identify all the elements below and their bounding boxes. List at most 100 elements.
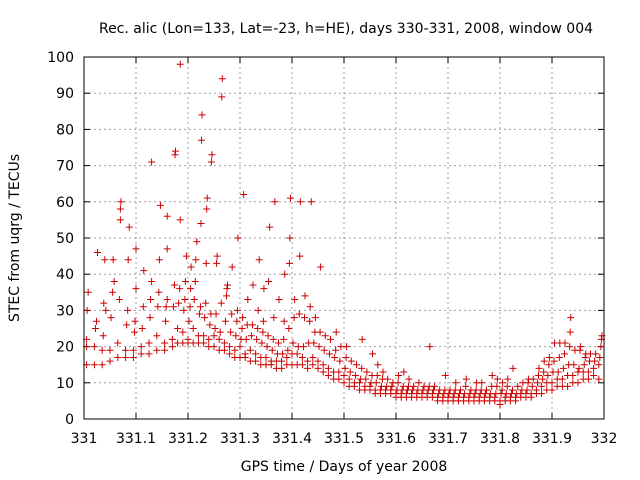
y-tick-label: 20 (56, 340, 74, 356)
data-point-marker (259, 328, 267, 336)
data-point-marker (410, 382, 418, 390)
data-point-marker (284, 346, 292, 354)
data-point-marker (169, 303, 177, 311)
data-point-marker (504, 375, 512, 383)
data-point-marker (195, 310, 203, 318)
data-point-marker (202, 299, 210, 307)
data-point-marker (156, 201, 164, 209)
data-point-marker (153, 332, 161, 340)
data-point-marker (180, 306, 188, 314)
data-point-marker (336, 357, 344, 365)
chart-title: Rec. alic (Lon=133, Lat=-23, h=HE), days… (99, 21, 593, 37)
y-tick-label: 40 (56, 267, 74, 283)
data-point-marker (98, 361, 106, 369)
x-tick-label: 331.6 (376, 431, 416, 447)
y-tick-labels: 0 10 20 30 40 50 60 70 80 90 100 (47, 50, 74, 428)
data-point-marker (192, 256, 200, 264)
data-point-marker (415, 379, 423, 387)
data-point-marker (358, 335, 366, 343)
data-point-marker (181, 296, 189, 304)
data-point-marker (345, 375, 353, 383)
data-point-marker (509, 364, 517, 372)
data-point-marker (162, 317, 170, 325)
data-point-marker (538, 382, 546, 390)
data-point-marker (109, 288, 117, 296)
grid-lines (84, 57, 604, 419)
data-point-marker (379, 368, 387, 376)
data-point-marker (242, 335, 250, 343)
data-point-marker (168, 335, 176, 343)
y-tick-label: 60 (56, 195, 74, 211)
data-point-marker (555, 353, 563, 361)
data-point-marker (155, 256, 163, 264)
data-point-marker (185, 317, 193, 325)
data-point-marker (244, 296, 252, 304)
data-point-marker (534, 372, 542, 380)
data-point-marker (233, 317, 241, 325)
data-point-marker (171, 151, 179, 159)
data-point-marker (145, 339, 153, 347)
data-point-marker (540, 368, 548, 376)
data-point-marker (189, 325, 197, 332)
data-point-marker (296, 198, 304, 206)
data-point-marker (110, 277, 118, 285)
data-point-marker (491, 393, 499, 401)
data-point-marker (332, 346, 340, 354)
data-point-marker (263, 343, 271, 351)
y-tick-label: 80 (56, 122, 74, 138)
data-point-marker (529, 375, 537, 383)
data-point-marker (309, 361, 317, 369)
data-point-marker (301, 292, 309, 300)
data-point-marker (298, 361, 306, 369)
data-point-marker (514, 382, 522, 390)
data-point-marker (596, 353, 604, 361)
data-point-marker (535, 364, 543, 372)
data-point-marker (351, 372, 359, 380)
data-point-marker (384, 375, 392, 383)
data-point-marker (595, 375, 603, 383)
data-point-marker (213, 252, 221, 260)
data-point-marker (400, 368, 408, 376)
data-point-marker (523, 386, 531, 394)
data-point-marker (179, 328, 187, 336)
data-point-marker (247, 332, 255, 340)
data-point-marker (252, 350, 260, 358)
data-point-marker (548, 386, 556, 394)
data-point-marker (366, 382, 374, 390)
data-point-marker (550, 357, 558, 365)
data-point-marker (137, 350, 145, 358)
data-point-marker (331, 353, 339, 361)
data-point-marker (147, 296, 155, 304)
x-tick-label: 331.3 (220, 431, 260, 447)
data-point-marker (227, 328, 235, 336)
data-point-marker (590, 364, 598, 372)
data-point-marker (388, 382, 396, 390)
data-point-marker (430, 382, 438, 390)
data-point-marker (122, 346, 130, 354)
data-point-marker (570, 361, 578, 369)
data-point-marker (317, 263, 325, 271)
data-point-marker (146, 314, 154, 322)
data-point-marker (198, 136, 206, 144)
data-point-marker (258, 339, 266, 347)
data-point-marker (124, 306, 132, 314)
x-tick-label: 331.8 (480, 431, 520, 447)
data-point-marker (117, 198, 125, 206)
data-point-marker (508, 386, 516, 394)
x-tick-label: 331.2 (168, 431, 208, 447)
data-point-marker (533, 379, 541, 387)
data-point-marker (148, 277, 156, 285)
data-point-marker (310, 339, 318, 347)
data-point-marker (548, 379, 556, 387)
data-point-marker (498, 386, 506, 394)
data-point-marker (187, 285, 195, 293)
data-point-marker (266, 223, 274, 231)
data-point-marker (394, 379, 402, 387)
data-point-marker (224, 281, 232, 289)
data-point-marker (482, 386, 490, 394)
data-point-marker (304, 357, 312, 365)
data-point-marker (286, 194, 294, 202)
data-point-marker (217, 299, 225, 307)
data-point-marker (98, 346, 106, 354)
data-point-marker (356, 379, 364, 387)
